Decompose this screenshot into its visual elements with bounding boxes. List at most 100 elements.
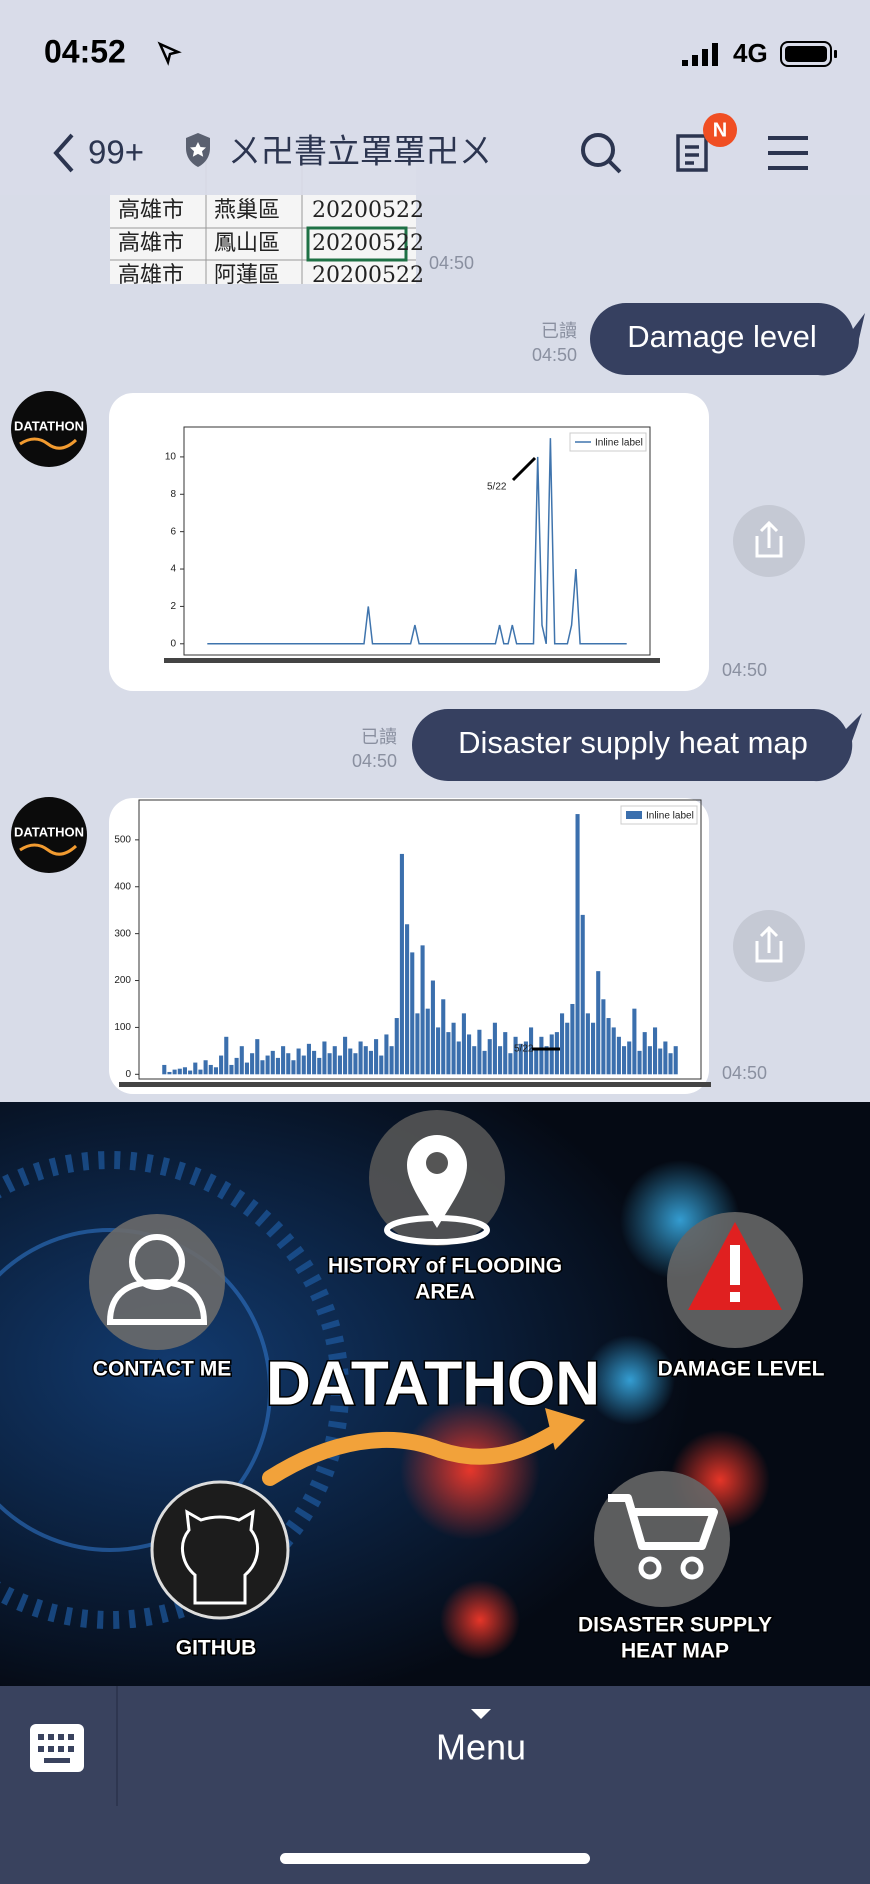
bar [554, 1032, 559, 1075]
damage-button[interactable] [667, 1212, 803, 1348]
bar [658, 1048, 663, 1075]
bar [430, 980, 435, 1075]
contact-button[interactable] [89, 1214, 225, 1350]
chart-annotation: 5/22 [514, 1044, 534, 1055]
bar [384, 1034, 389, 1075]
y-tick-label: 6 [170, 526, 176, 537]
signal-bar [682, 60, 688, 66]
share-button[interactable] [733, 910, 805, 982]
bar [260, 1060, 265, 1075]
bar [332, 1046, 337, 1075]
network-type: 4G [733, 38, 768, 68]
notes-button[interactable] [676, 134, 708, 172]
x-tick-labels-blur [164, 658, 660, 663]
avatar[interactable] [11, 797, 87, 873]
search-button[interactable] [581, 133, 622, 174]
bar [642, 1032, 647, 1075]
battery-tip [834, 50, 837, 58]
sheet-cell: 阿蓮區 [214, 263, 280, 288]
bar [389, 1046, 394, 1075]
bar [487, 1039, 492, 1075]
read-receipt: 已讀 [541, 321, 577, 341]
bar [415, 1013, 420, 1075]
bar [498, 1046, 503, 1075]
bar [436, 1027, 441, 1075]
bar [492, 1022, 497, 1075]
back-count: 99+ [88, 134, 144, 171]
bar [446, 1032, 451, 1075]
sheet-cell: 燕巢區 [214, 198, 280, 223]
bar [198, 1069, 203, 1075]
sent-bubble [412, 709, 862, 782]
bar [399, 853, 404, 1075]
bar [244, 1062, 249, 1075]
bar [306, 1043, 311, 1075]
bar [405, 924, 410, 1075]
home-indicator [280, 1853, 590, 1864]
bar [301, 1055, 306, 1075]
bar [281, 1046, 286, 1075]
sheet-cell: 20200522 [312, 198, 424, 223]
bar [580, 914, 585, 1075]
message-text: Damage level [627, 319, 817, 354]
avatar-text: DATATHON [14, 418, 84, 433]
bar [425, 1008, 430, 1075]
bar [172, 1069, 177, 1075]
github-button[interactable] [150, 1480, 290, 1620]
share-button[interactable] [733, 505, 805, 577]
bar [472, 1046, 477, 1075]
bar [208, 1064, 213, 1075]
line [207, 438, 627, 645]
image-message[interactable] [109, 393, 709, 691]
bar [353, 1053, 358, 1075]
bar [291, 1060, 296, 1075]
x-tick-labels-blur [119, 1082, 711, 1087]
footer [0, 1686, 870, 1884]
bar [255, 1039, 260, 1075]
annotation-arrow [511, 456, 537, 482]
menu-logo: DATATHON [266, 1349, 600, 1418]
bar [647, 1046, 652, 1075]
back-button[interactable] [53, 133, 74, 173]
bar [203, 1060, 208, 1075]
supply-button[interactable] [594, 1471, 730, 1607]
menu-button[interactable] [768, 136, 808, 170]
bar [322, 1041, 327, 1075]
bar [632, 1008, 637, 1075]
bar [663, 1041, 668, 1075]
y-tick-label: 300 [114, 928, 131, 939]
message-time: 04:50 [722, 660, 767, 680]
signal-bar [692, 55, 698, 66]
avatar[interactable] [11, 391, 87, 467]
battery [780, 41, 832, 67]
chat-title: ㄨ卍書立罩罩卍ㄨ [228, 133, 492, 170]
bar [343, 1036, 348, 1075]
sheet-cell: 高雄市 [118, 198, 184, 223]
bar [565, 1022, 570, 1075]
bar [239, 1046, 244, 1075]
menu-toggle-arrow[interactable] [471, 1709, 491, 1719]
bar [167, 1071, 172, 1075]
message-time: 04:50 [532, 345, 577, 365]
bar [591, 1022, 596, 1075]
cell-selection [306, 226, 408, 262]
y-tick-label: 2 [170, 601, 176, 612]
bar [611, 1027, 616, 1075]
y-tick-label: 200 [114, 975, 131, 986]
bar [441, 999, 446, 1075]
bar [601, 999, 606, 1075]
keyboard-button[interactable] [30, 1724, 84, 1772]
sheet-cell: 20200522 [312, 263, 424, 288]
bar [529, 1027, 534, 1075]
bar [539, 1036, 544, 1075]
bar [162, 1064, 167, 1075]
menu-label: AREA [415, 1281, 475, 1304]
bar [229, 1064, 234, 1075]
bar [394, 1018, 399, 1075]
bar [374, 1039, 379, 1075]
flooding-button[interactable] [369, 1110, 505, 1246]
bar [250, 1053, 255, 1075]
plot-frame [138, 799, 702, 1080]
bar [544, 1046, 549, 1075]
bar [467, 1034, 472, 1075]
